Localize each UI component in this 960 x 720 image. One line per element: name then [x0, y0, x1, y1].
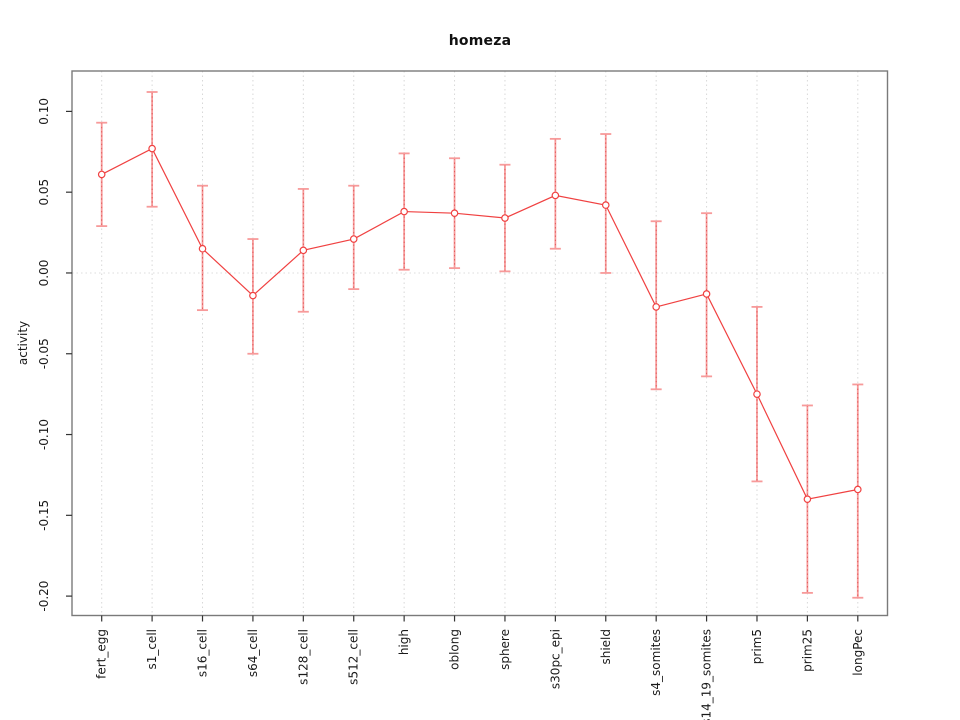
axis-layer: 0.10 0.05 0.00 -0.05 -0.10 -0.15 -0.20 fert_egg…	[37, 70, 889, 720]
x-tick-label: s30pc_epi	[548, 629, 562, 689]
data-point-marker	[450, 209, 459, 217]
data-point-marker	[198, 244, 207, 253]
plot-box-border	[71, 70, 889, 617]
data-point-marker	[702, 290, 711, 298]
x-tick-label: s16_cell	[196, 629, 210, 677]
y-tick-label: 0.00	[37, 260, 51, 287]
data-series-layer	[96, 91, 864, 599]
x-tick-label: oblong	[448, 629, 462, 670]
data-point-marker	[753, 390, 761, 398]
data-point-marker	[601, 201, 610, 209]
y-tick-label: -0.20	[37, 581, 51, 612]
x-tick-label: prim5	[750, 629, 764, 664]
x-tick-label: s512_cell	[347, 629, 361, 685]
y-tick-label: -0.10	[37, 419, 51, 450]
data-point-marker	[551, 191, 560, 200]
series-line	[101, 147, 858, 500]
y-tick-label: -0.05	[37, 338, 51, 369]
y-tick-label: -0.15	[37, 500, 51, 531]
x-tick-label: s64_cell	[246, 629, 260, 677]
x-tick-label: longPec	[851, 629, 865, 676]
x-tick-label: s1_cell	[145, 629, 159, 670]
data-point-marker	[803, 495, 812, 503]
x-tick-label: shield	[599, 629, 613, 665]
x-tick-label: high	[397, 629, 411, 655]
x-tick-label: prim25	[800, 629, 814, 672]
x-tick-label: fert_egg	[95, 629, 109, 679]
x-tick-label: s4_somites	[649, 629, 663, 696]
grid-layer	[72, 71, 888, 616]
y-tick-label: 0.05	[37, 179, 51, 206]
data-point-marker	[148, 144, 156, 153]
data-point-marker	[97, 170, 106, 179]
data-point-marker	[853, 485, 862, 494]
x-tick-label: sphere	[498, 629, 512, 670]
data-point-marker	[249, 291, 257, 300]
data-point-marker	[400, 207, 408, 216]
chart-title: homeza	[448, 33, 512, 49]
y-axis-title: activity	[16, 321, 30, 365]
data-point-marker	[501, 214, 509, 222]
x-tick-label: s14_19_somites	[700, 629, 714, 720]
data-point-marker	[652, 303, 660, 311]
y-tick-label: 0.10	[37, 98, 51, 125]
data-point-marker	[349, 235, 358, 243]
x-tick-label: s128_cell	[296, 629, 310, 685]
data-point-marker	[299, 246, 308, 255]
